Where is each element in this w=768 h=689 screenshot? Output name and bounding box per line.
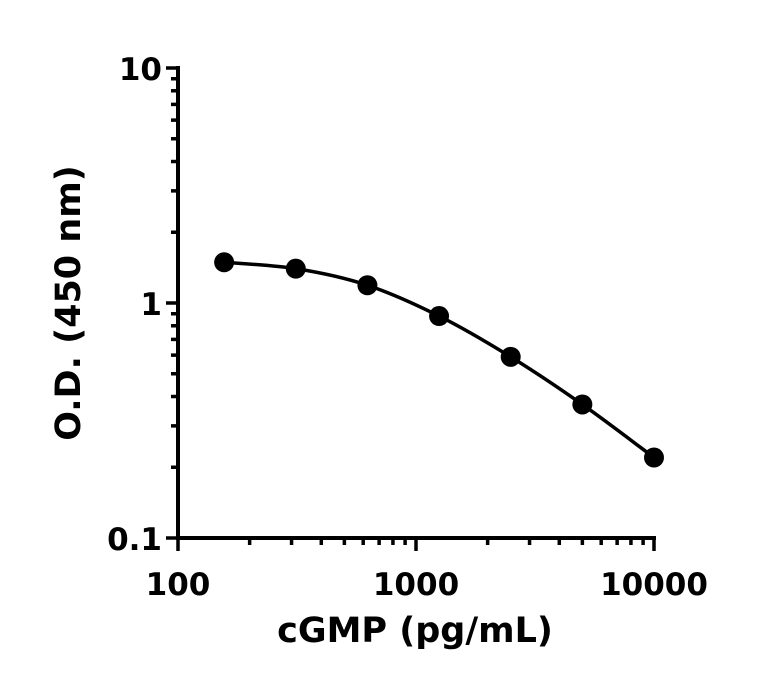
x-tick-label: 1000 [373, 567, 459, 603]
series [214, 252, 664, 468]
y-tick-label: 0.1 [107, 522, 162, 558]
data-point [429, 306, 450, 327]
data-point [285, 258, 306, 279]
x-tick-label: 100 [146, 567, 211, 603]
data-point [214, 252, 235, 273]
fit-curve [223, 260, 656, 459]
data-point [572, 394, 593, 415]
x-axis-label: cGMP (pg/mL) [277, 611, 553, 651]
data-point [500, 346, 521, 367]
axes [176, 66, 656, 540]
x-tick-label: 10000 [600, 567, 708, 603]
data-point [357, 275, 378, 296]
y-tick-label: 1 [140, 287, 162, 323]
y-axis-label: O.D. (450 nm) [49, 165, 89, 440]
ticks: 0.1 1 10 100 1000 10000 [107, 52, 708, 603]
data-point [644, 447, 664, 468]
y-tick-label: 10 [119, 52, 162, 88]
